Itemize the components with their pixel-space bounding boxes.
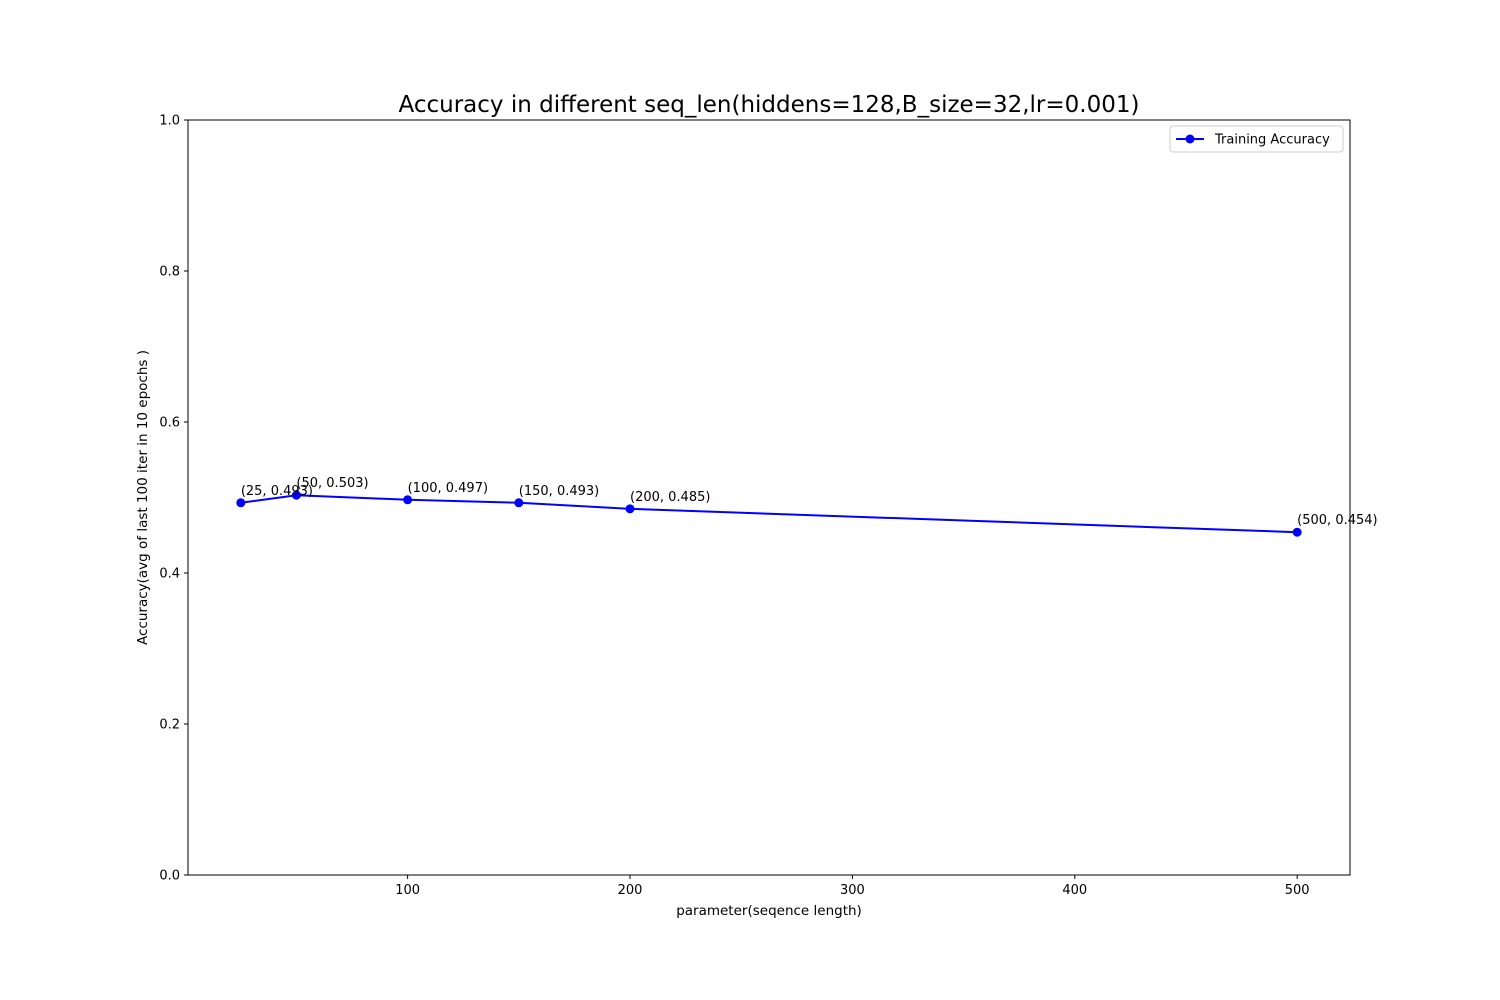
data-point-label: (50, 0.503) bbox=[296, 476, 368, 491]
data-point bbox=[291, 490, 301, 500]
y-tick-label: 0.4 bbox=[159, 567, 180, 582]
legend-marker-swatch bbox=[1185, 134, 1195, 144]
y-tick-label: 0.6 bbox=[159, 416, 180, 431]
y-tick-label: 1.0 bbox=[159, 114, 180, 129]
legend-entry-training-accuracy: Training Accuracy bbox=[1214, 133, 1330, 148]
plot-area bbox=[187, 119, 1351, 876]
x-tick-label: 300 bbox=[840, 883, 865, 898]
data-point-label: (100, 0.497) bbox=[408, 481, 488, 496]
data-point-label: (25, 0.493) bbox=[241, 484, 313, 499]
x-tick-label: 100 bbox=[395, 883, 420, 898]
x-axis-label: parameter(seqence length) bbox=[676, 903, 862, 919]
legend-box bbox=[1169, 125, 1344, 153]
data-labels: (25, 0.493)(50, 0.503) (100, 0.497) (150, … bbox=[241, 476, 1378, 528]
y-axis-label: Accuracy(avg of last 100 iter in 10 epoc… bbox=[135, 350, 151, 645]
data-point bbox=[514, 498, 524, 508]
data-point bbox=[236, 498, 246, 508]
y-tick-label: 0.8 bbox=[159, 265, 180, 280]
x-axis: 100 200 300 400 500 bbox=[395, 875, 1310, 898]
data-point bbox=[625, 504, 635, 514]
data-point-label: (200, 0.485) bbox=[630, 490, 710, 505]
legend: Training Accuracy bbox=[1169, 125, 1344, 153]
data-point-label: (150, 0.493) bbox=[519, 484, 599, 499]
data-point-label: (500, 0.454) bbox=[1297, 513, 1377, 528]
y-tick-label: 0.2 bbox=[159, 718, 180, 733]
data-point bbox=[1292, 527, 1302, 537]
y-tick-label: 0.0 bbox=[159, 869, 180, 884]
x-tick-label: 400 bbox=[1062, 883, 1087, 898]
series-training-accuracy bbox=[236, 490, 1302, 537]
chart-title: Accuracy in different seq_len(hiddens=12… bbox=[399, 92, 1140, 118]
y-axis: 0.0 0.2 0.4 0.6 0.8 1.0 bbox=[159, 114, 188, 884]
series-line bbox=[240, 494, 1298, 534]
data-point bbox=[403, 495, 413, 505]
x-tick-label: 500 bbox=[1285, 883, 1310, 898]
x-tick-label: 200 bbox=[618, 883, 643, 898]
